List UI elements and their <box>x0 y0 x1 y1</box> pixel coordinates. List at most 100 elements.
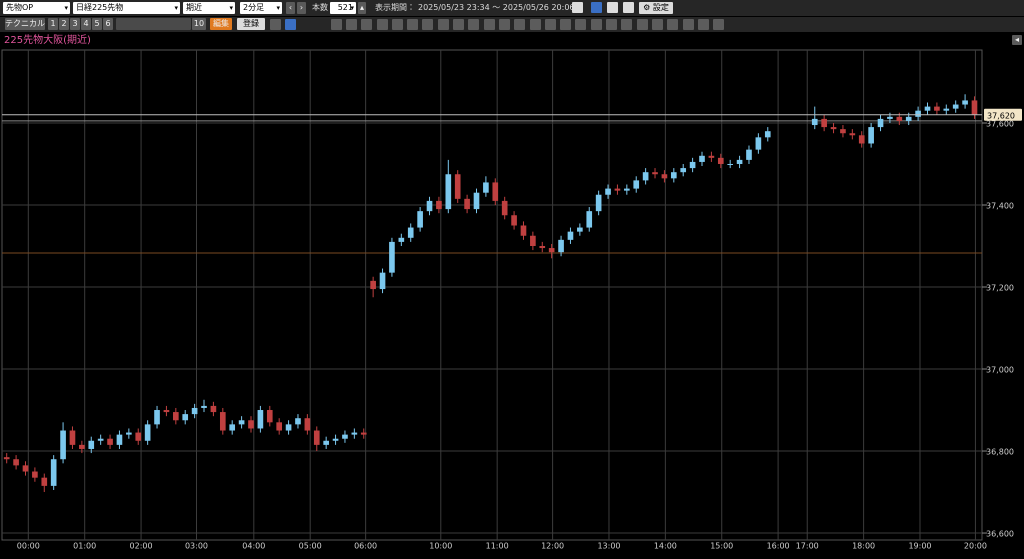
candle-body <box>445 174 452 210</box>
candle-body <box>3 457 10 460</box>
tool-button[interactable] <box>285 19 297 30</box>
symbol-select[interactable]: 日経225先物 <box>73 2 180 14</box>
tool-button[interactable] <box>713 19 725 30</box>
register-button[interactable]: 登録 <box>237 18 265 30</box>
candle-body <box>849 133 856 136</box>
candle-body <box>624 188 630 191</box>
preset-button[interactable]: 5 <box>92 18 102 30</box>
edit-button[interactable]: 編集 <box>210 18 232 30</box>
tool-button[interactable] <box>468 19 480 30</box>
candle-body <box>173 412 179 421</box>
tool-button[interactable] <box>391 19 403 30</box>
preset-button[interactable]: 6 <box>103 18 113 30</box>
candle-body <box>154 410 160 425</box>
preset-button[interactable]: 1 <box>48 18 58 30</box>
x-tick-label: 13:00 <box>597 542 620 551</box>
tool-button[interactable] <box>361 19 373 30</box>
x-tick-label: 19:00 <box>908 542 931 551</box>
tool-button[interactable] <box>407 19 419 30</box>
candle-body <box>144 424 151 441</box>
candle-body <box>699 155 705 162</box>
candle-body <box>238 420 245 425</box>
candle-body <box>746 149 752 160</box>
tool-button[interactable] <box>544 19 556 30</box>
tool-button[interactable] <box>529 19 541 30</box>
y-tick-label: 37,400 <box>986 201 1014 210</box>
count-input[interactable]: 521 <box>330 2 356 14</box>
x-tick-label: 04:00 <box>242 542 265 551</box>
candle-body <box>530 235 536 246</box>
candle-body <box>595 194 602 212</box>
tool-button[interactable] <box>453 19 464 30</box>
tool-button[interactable] <box>270 19 281 30</box>
candle-body <box>50 459 57 486</box>
preset-button[interactable]: 10 <box>192 18 206 30</box>
chart-title: 225先物大阪(期近) <box>4 35 91 46</box>
candle-body <box>360 432 367 435</box>
tool-button[interactable] <box>590 19 602 30</box>
icon-button[interactable] <box>607 2 618 13</box>
contract-select[interactable]: 期近 <box>183 2 235 14</box>
x-tick-label: 20:00 <box>964 542 987 551</box>
interval-select[interactable]: 2分足 <box>240 2 282 14</box>
candle-body <box>182 414 189 421</box>
candle-body <box>548 248 555 253</box>
preset-button[interactable]: 3 <box>70 18 80 30</box>
market-select[interactable]: 先物OP <box>3 2 70 14</box>
tool-button[interactable] <box>667 19 679 30</box>
icon-button[interactable] <box>591 2 602 13</box>
settings-button[interactable]: ⚙ 設定 <box>639 2 673 14</box>
candle-body <box>313 430 320 445</box>
preset-button[interactable]: 4 <box>81 18 91 30</box>
icon-button[interactable] <box>572 2 583 13</box>
tool-button[interactable] <box>514 19 526 30</box>
tool-button[interactable] <box>498 19 510 30</box>
technical-button[interactable]: テクニカル <box>5 18 45 30</box>
candle-body <box>680 168 687 173</box>
prev-button[interactable]: ‹ <box>286 2 295 14</box>
candle-body <box>868 127 874 144</box>
tool-button[interactable] <box>422 19 434 30</box>
candle-body <box>877 118 884 128</box>
tool-button[interactable] <box>636 19 648 30</box>
candle-body <box>924 106 931 111</box>
tool-button[interactable] <box>483 19 495 30</box>
count-spin[interactable]: ▴ <box>358 2 366 14</box>
x-tick-label: 17:00 <box>796 542 819 551</box>
candle-body <box>811 118 818 126</box>
icon-button[interactable] <box>623 2 634 13</box>
candle-body <box>304 418 311 431</box>
candle-body <box>492 182 499 201</box>
candle-body <box>858 135 865 144</box>
candle-body <box>407 227 414 238</box>
tool-button[interactable] <box>437 19 449 30</box>
preset-button[interactable]: 2 <box>59 18 69 30</box>
tool-button[interactable] <box>606 19 617 30</box>
candle-body <box>191 407 198 415</box>
next-button[interactable]: › <box>297 2 306 14</box>
tool-button[interactable] <box>651 19 663 30</box>
period-label: 表示期間： <box>375 3 415 12</box>
candle-body <box>887 116 893 119</box>
panel-button[interactable]: ◂ <box>1012 35 1022 45</box>
tool-button[interactable] <box>697 19 709 30</box>
preset-blank[interactable] <box>116 18 191 30</box>
candle-body <box>558 239 564 253</box>
chart: 36,600 36,800 37,000 37,200 37,400 37,600 00:0… <box>1 49 1022 551</box>
x-tick-label: 01:00 <box>73 542 96 551</box>
tool-button[interactable] <box>682 19 694 30</box>
count-label: 本数 <box>312 3 328 12</box>
tool-button[interactable] <box>575 19 587 30</box>
tool-button[interactable] <box>345 19 357 30</box>
tool-button[interactable] <box>376 19 388 30</box>
candle-body <box>717 157 724 164</box>
candle-body <box>323 440 329 445</box>
last-price-label: 37,620 <box>987 111 1015 120</box>
y-tick-label: 37,000 <box>986 366 1014 375</box>
tool-button[interactable] <box>560 19 572 30</box>
tool-button[interactable] <box>330 19 342 30</box>
candle-body <box>41 477 48 486</box>
tool-button[interactable] <box>621 19 633 30</box>
candle-body <box>962 100 968 105</box>
candle-body <box>436 200 442 210</box>
